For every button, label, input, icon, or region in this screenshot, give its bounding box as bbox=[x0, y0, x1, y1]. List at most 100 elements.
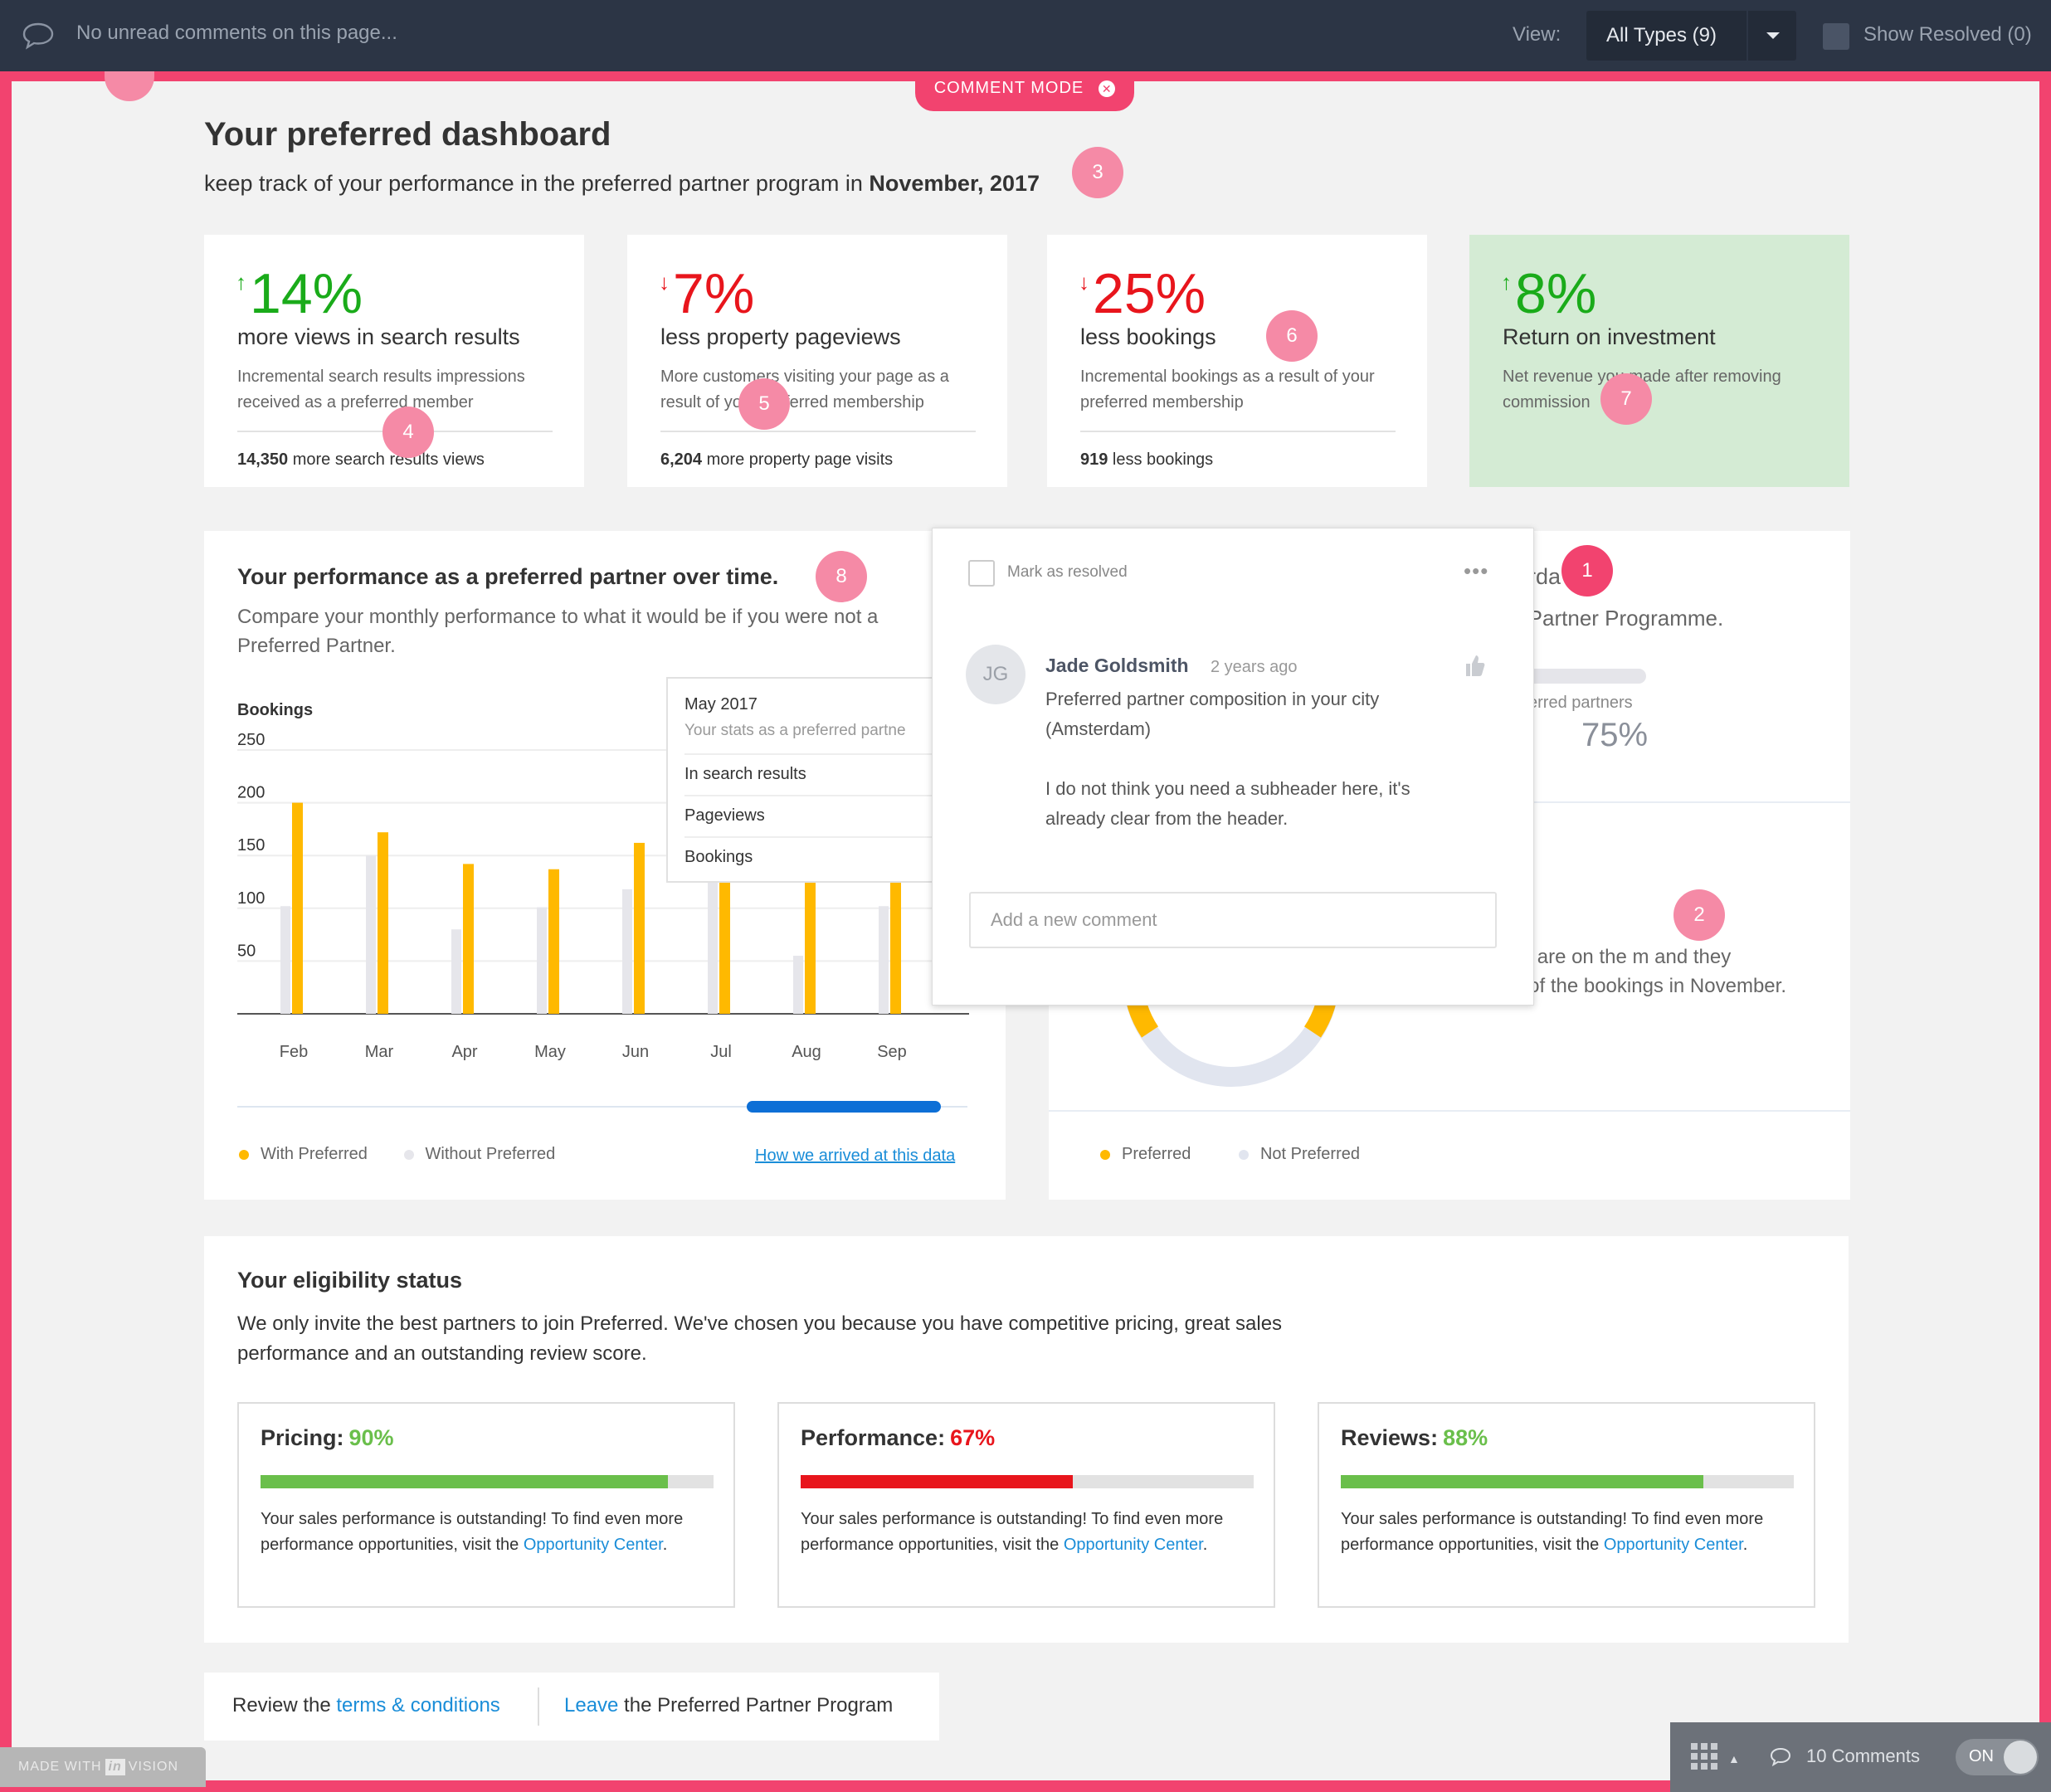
invision-logo: in bbox=[105, 1759, 125, 1775]
comment-pin-2[interactable]: 2 bbox=[1673, 889, 1725, 941]
composition-panel: rda d Partner Programme. erred partners … bbox=[1049, 531, 1850, 1200]
avatar: JG bbox=[966, 645, 1026, 704]
chevron-down-icon[interactable] bbox=[1747, 11, 1796, 61]
comment-text-line-2: I do not think you need a subheader here… bbox=[1045, 778, 1410, 829]
eligibility-description: We only invite the best partners to join… bbox=[237, 1312, 1283, 1365]
opportunity-center-link[interactable]: Opportunity Center bbox=[1063, 1536, 1203, 1554]
progress-bar bbox=[261, 1475, 714, 1488]
opportunity-center-link[interactable]: Opportunity Center bbox=[523, 1536, 663, 1554]
eligibility-card-text: Your sales performance is outstanding! T… bbox=[1341, 1510, 1764, 1554]
new-comment-input[interactable] bbox=[969, 892, 1497, 948]
y-tick-label: 50 bbox=[237, 942, 256, 960]
close-icon[interactable]: ✕ bbox=[1099, 80, 1116, 97]
stat-label: Return on investment bbox=[1503, 324, 1716, 349]
eligibility-card-title: Performance: 67% bbox=[801, 1425, 996, 1450]
stat-value: ↓25% bbox=[1079, 262, 1206, 325]
y-tick-label: 200 bbox=[237, 784, 265, 802]
comment-pin-5[interactable]: 5 bbox=[738, 378, 790, 430]
tooltip-row: Bookings bbox=[684, 836, 933, 878]
x-tick-label: Jun bbox=[622, 1043, 649, 1061]
bar-with-preferred bbox=[292, 802, 303, 1014]
comments-count[interactable]: 10 Comments bbox=[1806, 1746, 1920, 1766]
terms-text: Review the terms & conditions bbox=[232, 1694, 500, 1717]
comment-pin-7[interactable]: 7 bbox=[1600, 373, 1652, 425]
bar-without-preferred bbox=[366, 855, 376, 1014]
bar-without-preferred bbox=[537, 907, 547, 1014]
bookings-bar-chart: Bookings 250 200 150 100 50 Feb Mar Apr May Jun Jul… bbox=[237, 701, 969, 1061]
chart-scroll-handle[interactable] bbox=[747, 1101, 941, 1113]
eligibility-card-title: Pricing: 90% bbox=[261, 1425, 394, 1450]
comment-pin-3[interactable]: 3 bbox=[1072, 147, 1123, 198]
stat-description: Net revenue you made after removing comm… bbox=[1503, 368, 1781, 411]
eligibility-card-text: Your sales performance is outstanding! T… bbox=[801, 1510, 1224, 1554]
arrow-down-icon: ↓ bbox=[659, 270, 670, 295]
more-options-icon[interactable]: ••• bbox=[1464, 558, 1489, 583]
preferred-share-bar bbox=[1523, 669, 1646, 684]
comment-pin-4[interactable]: 4 bbox=[382, 407, 434, 458]
bar-without-preferred bbox=[280, 906, 290, 1014]
comment-pin-1[interactable]: 1 bbox=[1561, 545, 1613, 597]
comment-bubble-icon bbox=[22, 22, 54, 50]
leave-program-text: Leave the Preferred Partner Program bbox=[564, 1694, 894, 1717]
made-with-invision-badge[interactable]: MADE WITH in VISION bbox=[0, 1747, 206, 1787]
terms-link[interactable]: terms & conditions bbox=[336, 1694, 500, 1717]
comment-thread-popup: Mark as resolved ••• JG Jade Goldsmith 2… bbox=[932, 528, 1534, 1006]
bar-with-preferred bbox=[378, 832, 388, 1014]
eligibility-card-performance: Performance: 67% Your sales performance i… bbox=[777, 1402, 1275, 1608]
bar-without-preferred bbox=[708, 882, 718, 1014]
x-tick-label: Mar bbox=[365, 1043, 394, 1061]
legend-swatch-with bbox=[239, 1149, 249, 1160]
program-footer: Review the terms & conditions Leave the … bbox=[204, 1673, 939, 1741]
performance-description: Compare your monthly performance to what… bbox=[237, 606, 879, 657]
progress-bar bbox=[801, 1475, 1254, 1488]
performance-panel: Your performance as a preferred partner … bbox=[204, 531, 1006, 1200]
view-type-select[interactable]: All Types (9) bbox=[1586, 11, 1796, 61]
comments-toggle[interactable]: ON bbox=[1956, 1739, 2039, 1775]
comment-pin-8[interactable]: 8 bbox=[816, 551, 867, 602]
chevron-up-icon[interactable]: ▲ bbox=[1728, 1752, 1740, 1765]
comment-mode-label: COMMENT MODE bbox=[933, 79, 1084, 97]
subtitle-text: keep track of your performance in the pr… bbox=[204, 171, 870, 196]
chart-legend: With Preferred Without Preferred bbox=[229, 1145, 555, 1164]
show-resolved-label[interactable]: Show Resolved (0) bbox=[1863, 23, 2032, 46]
legend-with-label: With Preferred bbox=[261, 1145, 368, 1163]
composition-subtitle: d Partner Programme. bbox=[1510, 606, 1724, 631]
leave-program-link[interactable]: Leave bbox=[564, 1694, 619, 1717]
progress-fill bbox=[261, 1475, 668, 1488]
comment-pin-6[interactable]: 6 bbox=[1266, 310, 1318, 362]
legend-preferred-label: Preferred bbox=[1122, 1145, 1191, 1163]
bar-without-preferred bbox=[622, 889, 632, 1014]
thumbs-up-icon[interactable] bbox=[1464, 653, 1485, 678]
mark-resolved-checkbox[interactable] bbox=[968, 560, 995, 587]
y-tick-label: 100 bbox=[237, 889, 265, 908]
comment-toolbar: No unread comments on this page... View:… bbox=[0, 0, 2051, 71]
stat-value: ↓7% bbox=[659, 262, 755, 325]
legend-without-label: Without Preferred bbox=[425, 1145, 556, 1163]
comment-pin-partial[interactable] bbox=[105, 71, 154, 101]
comment-mode-tab[interactable]: COMMENT MODE ✕ bbox=[915, 71, 1134, 111]
mark-resolved-label[interactable]: Mark as resolved bbox=[1007, 563, 1128, 581]
eligibility-title: Your eligibility status bbox=[237, 1268, 463, 1293]
toggle-label: ON bbox=[1969, 1747, 1994, 1765]
show-resolved-checkbox[interactable] bbox=[1823, 23, 1849, 50]
invision-toolbar: ▲ 10 Comments ON bbox=[1670, 1722, 2051, 1792]
bar-with-preferred bbox=[805, 882, 816, 1014]
bar-without-preferred bbox=[793, 956, 803, 1014]
toggle-knob[interactable] bbox=[2004, 1741, 2037, 1774]
preferred-share-label: erred partners bbox=[1528, 694, 1633, 712]
chart-scroll-track[interactable] bbox=[237, 1106, 967, 1108]
x-tick-label: Feb bbox=[280, 1043, 308, 1061]
apps-grid-icon[interactable] bbox=[1690, 1742, 1718, 1770]
tooltip-row: In search results bbox=[684, 753, 933, 795]
bar-with-preferred bbox=[463, 864, 474, 1014]
eligibility-card-title: Reviews: 88% bbox=[1341, 1425, 1488, 1450]
x-tick-label: May bbox=[534, 1043, 566, 1061]
stat-card-pageviews: ↓7% less property pageviews More custome… bbox=[627, 235, 1007, 487]
data-methodology-link[interactable]: How we arrived at this data bbox=[755, 1147, 956, 1165]
comment-author: Jade Goldsmith bbox=[1045, 655, 1189, 676]
opportunity-center-link[interactable]: Opportunity Center bbox=[1603, 1536, 1743, 1554]
x-tick-label: Aug bbox=[792, 1043, 821, 1061]
progress-fill bbox=[1341, 1475, 1703, 1488]
eligibility-card-reviews: Reviews: 88% Your sales performance is ou… bbox=[1318, 1402, 1815, 1608]
subtitle-month: November, 2017 bbox=[869, 171, 1040, 196]
